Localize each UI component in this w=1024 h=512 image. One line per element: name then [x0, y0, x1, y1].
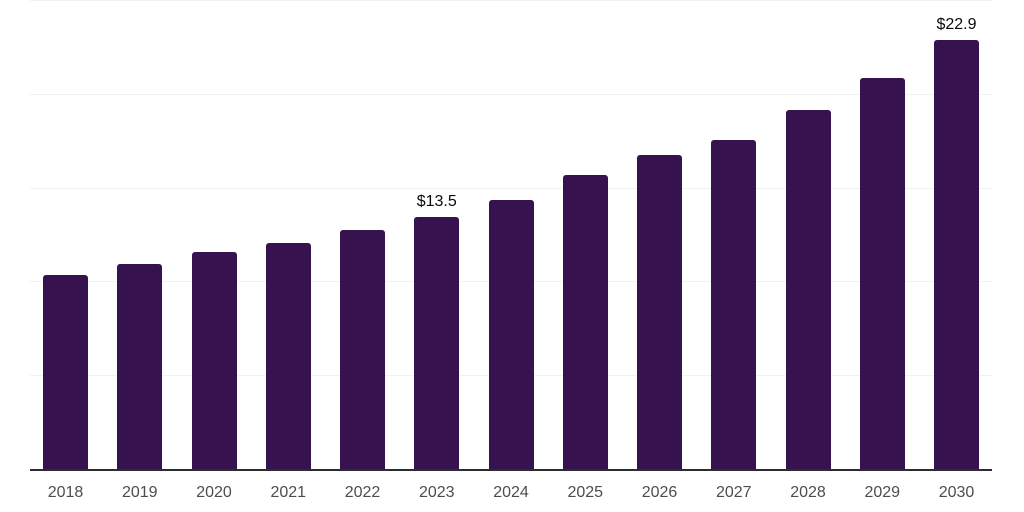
bar-2020 [191, 252, 237, 470]
x-tick-2024: 2024 [493, 484, 529, 501]
x-tick-2028: 2028 [790, 484, 826, 501]
plot-area: $13.5 $22.9 [30, 0, 992, 471]
x-tick-2021: 2021 [270, 484, 307, 501]
bar-2027 [711, 139, 757, 470]
bar-2026 [637, 154, 682, 470]
x-axis-line [30, 469, 992, 471]
x-tick-2026: 2026 [641, 484, 678, 501]
bar-2029 [859, 77, 905, 470]
bar-2030: $22.9 [934, 16, 979, 470]
x-tick-2018: 2018 [47, 484, 84, 501]
x-tick-2025: 2025 [567, 484, 604, 501]
x-axis-labels: 2018 2019 2020 2021 2022 2023 2024 2025 2026 2027… [43, 484, 979, 502]
data-label-2030: $22.9 [936, 16, 977, 34]
bar-2024 [488, 199, 534, 470]
x-tick-2019: 2019 [121, 484, 158, 501]
bars-container: $13.5 $22.9 [43, 1, 979, 470]
x-tick-2023: 2023 [418, 484, 455, 501]
x-tick-2022: 2022 [344, 484, 381, 501]
bar-2019 [117, 263, 163, 470]
x-tick-2027: 2027 [715, 484, 752, 501]
gridline-25 [30, 0, 992, 1]
bar-2018 [43, 274, 88, 470]
bar-2025 [562, 175, 608, 470]
data-label-2023: $13.5 [416, 192, 457, 210]
bar-2023: $13.5 [414, 193, 460, 470]
x-tick-2029: 2029 [864, 484, 901, 501]
bar-2022 [340, 229, 385, 470]
x-tick-2030: 2030 [938, 484, 975, 501]
gridline-15 [30, 187, 992, 189]
x-tick-2020: 2020 [196, 484, 232, 501]
bar-2028 [785, 109, 831, 470]
bar-2021 [265, 243, 311, 470]
gridline-20 [30, 93, 992, 95]
